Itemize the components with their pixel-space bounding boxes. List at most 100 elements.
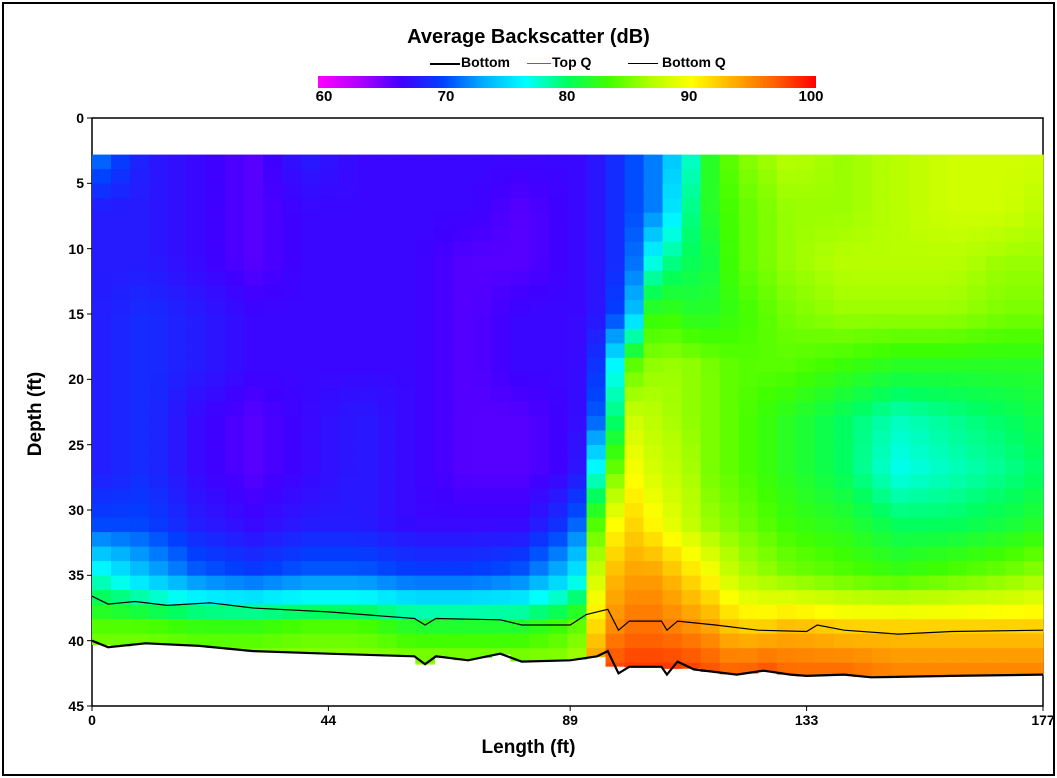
heatmap-cell xyxy=(985,503,1006,519)
heatmap-cell xyxy=(453,256,473,272)
heatmap-cell xyxy=(111,328,131,344)
heatmap-cell xyxy=(187,212,207,228)
heatmap-cell xyxy=(852,444,873,461)
heatmap-cell xyxy=(776,241,797,257)
heatmap-cell xyxy=(396,256,416,272)
heatmap-cell xyxy=(434,372,454,388)
heatmap-cell xyxy=(282,285,302,301)
heatmap-cell xyxy=(662,473,683,490)
heatmap-cell xyxy=(358,241,378,257)
heatmap-cell xyxy=(738,154,759,170)
heatmap-cell xyxy=(909,517,930,533)
heatmap-cell xyxy=(225,444,245,461)
heatmap-cell xyxy=(700,590,721,606)
heatmap-cell xyxy=(434,546,454,562)
heatmap-cell xyxy=(187,517,207,533)
heatmap-cell xyxy=(339,227,359,243)
heatmap-cell xyxy=(814,575,835,591)
heatmap-cell xyxy=(415,473,435,490)
heatmap-cell xyxy=(548,575,569,591)
heatmap-cell xyxy=(244,444,264,461)
heatmap-cell xyxy=(966,169,987,185)
heatmap-cell xyxy=(301,619,321,635)
heatmap-cell xyxy=(339,430,359,446)
heatmap-cell xyxy=(396,561,416,577)
heatmap-cell xyxy=(928,430,949,446)
heatmap-cell xyxy=(928,328,949,344)
x-tick-label: 89 xyxy=(562,712,578,728)
heatmap-cell xyxy=(947,299,968,315)
heatmap-cell xyxy=(852,401,873,417)
heatmap-cell xyxy=(92,488,112,504)
heatmap-cell xyxy=(624,299,645,315)
heatmap-cell xyxy=(567,517,588,533)
heatmap-cell xyxy=(149,198,169,214)
heatmap-cell xyxy=(985,590,1006,606)
heatmap-cell xyxy=(472,444,493,461)
heatmap-cell xyxy=(396,401,416,417)
heatmap-cell xyxy=(263,183,283,199)
heatmap-cell xyxy=(643,590,664,606)
heatmap-cell xyxy=(1023,532,1044,548)
heatmap-cell xyxy=(795,401,816,417)
heatmap-cell xyxy=(909,212,930,228)
heatmap-cell xyxy=(776,517,797,533)
heatmap-cell xyxy=(852,430,873,446)
heatmap-cell xyxy=(586,314,607,330)
heatmap-cell xyxy=(168,473,188,490)
heatmap-cell xyxy=(491,386,512,402)
heatmap-cell xyxy=(358,517,378,533)
heatmap-cell xyxy=(415,604,435,620)
heatmap-cell xyxy=(624,575,645,591)
heatmap-cell xyxy=(909,575,930,591)
heatmap-cell xyxy=(757,372,778,388)
heatmap-cell xyxy=(833,444,854,461)
heatmap-cell xyxy=(871,459,892,475)
heatmap-cell xyxy=(244,503,264,519)
heatmap-cell xyxy=(605,619,626,635)
heatmap-cell xyxy=(605,532,626,548)
heatmap-cell xyxy=(1004,357,1025,373)
heatmap-cell xyxy=(282,241,302,257)
heatmap-cell xyxy=(700,169,721,185)
heatmap-cell xyxy=(339,415,359,432)
heatmap-cell xyxy=(947,314,968,330)
heatmap-cell xyxy=(643,546,664,562)
heatmap-cell xyxy=(187,590,207,606)
heatmap-cell xyxy=(320,561,340,577)
heatmap-cell xyxy=(434,561,454,577)
heatmap-cell xyxy=(700,517,721,533)
heatmap-cell xyxy=(396,415,416,432)
heatmap-cell xyxy=(548,444,569,461)
heatmap-cell xyxy=(852,532,873,548)
y-tick-label: 30 xyxy=(68,502,84,518)
heatmap-cell xyxy=(833,430,854,446)
heatmap-cell xyxy=(719,532,740,548)
heatmap-cell xyxy=(187,314,207,330)
heatmap-cell xyxy=(130,285,150,301)
heatmap-cell xyxy=(339,357,359,373)
heatmap-cell xyxy=(472,227,493,243)
heatmap-cell xyxy=(92,256,112,272)
heatmap-cell xyxy=(415,648,435,664)
heatmap-cell xyxy=(795,386,816,402)
heatmap-cell xyxy=(263,590,283,606)
heatmap-cell xyxy=(529,517,550,533)
heatmap-cell xyxy=(567,415,588,432)
heatmap-cell xyxy=(700,183,721,199)
heatmap-cell xyxy=(491,198,512,214)
heatmap-cell xyxy=(567,590,588,606)
heatmap-cell xyxy=(491,328,512,344)
heatmap-cell xyxy=(586,619,607,635)
heatmap-cell xyxy=(358,430,378,446)
heatmap-cell xyxy=(871,473,892,490)
heatmap-cell xyxy=(795,488,816,504)
heatmap-cell xyxy=(1023,503,1044,519)
heatmap-cell xyxy=(396,619,416,635)
heatmap-cell xyxy=(301,459,321,475)
heatmap-cell xyxy=(985,648,1006,664)
heatmap-cell xyxy=(472,633,493,649)
heatmap-cell xyxy=(719,212,740,228)
heatmap-cell xyxy=(947,386,968,402)
heatmap-cell xyxy=(206,386,226,402)
